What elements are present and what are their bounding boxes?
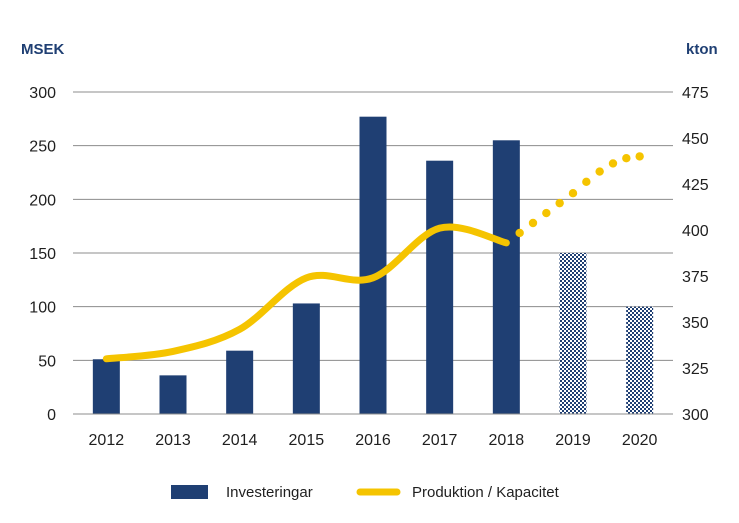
line-forecast-dot (595, 167, 604, 176)
line-forecast-dot (542, 208, 551, 218)
x-tick-label: 2015 (289, 432, 325, 449)
bar (359, 116, 387, 414)
bar-forecast (559, 253, 587, 414)
bar (492, 140, 520, 415)
x-tick-label: 2018 (489, 432, 525, 449)
left-axis-label: MSEK (21, 41, 65, 58)
right-tick-label: 450 (682, 131, 709, 148)
line-series (102, 152, 644, 363)
line-forecast-dot (622, 154, 631, 163)
legend-label-investeringar: Investeringar (226, 484, 313, 501)
bar-forecast (626, 306, 654, 414)
right-tick-label: 300 (682, 407, 709, 424)
left-tick-label: 0 (47, 407, 56, 424)
legend-swatch-investeringar (171, 485, 208, 499)
right-tick-label: 400 (682, 223, 709, 240)
bar (426, 160, 454, 414)
line-forecast-dot (635, 152, 644, 161)
x-tick-label: 2017 (422, 432, 458, 449)
bar-series (92, 116, 654, 415)
left-tick-label: 200 (29, 192, 56, 209)
legend-label-produktion: Produktion / Kapacitet (412, 484, 560, 501)
left-tick-label: 250 (29, 139, 56, 156)
x-axis-ticks: 2012 2013 2014 2015 2016 2017 2018 2019 2020 (89, 432, 658, 449)
right-tick-label: 350 (682, 315, 709, 332)
bar (92, 359, 120, 414)
x-tick-label: 2013 (155, 432, 191, 449)
left-tick-label: 50 (38, 353, 56, 370)
line-forecast-dot (582, 177, 591, 187)
line-forecast-dot (608, 159, 618, 168)
x-tick-label: 2016 (355, 432, 391, 449)
x-tick-label: 2012 (89, 432, 125, 449)
left-axis-ticks: 0 50 100 150 200 250 300 (29, 85, 56, 424)
right-axis-label: kton (686, 41, 718, 58)
right-tick-label: 425 (682, 177, 709, 194)
line-forecast-dot (555, 198, 564, 208)
bar (226, 350, 254, 414)
right-tick-label: 375 (682, 269, 709, 286)
left-tick-label: 100 (29, 300, 56, 317)
bar (292, 303, 320, 414)
right-tick-label: 475 (682, 85, 709, 102)
left-tick-label: 300 (29, 85, 56, 102)
x-tick-label: 2019 (555, 432, 591, 449)
x-tick-label: 2020 (622, 432, 658, 449)
right-tick-label: 325 (682, 361, 709, 378)
right-axis-ticks: 300 325 350 375 400 425 450 475 (682, 85, 709, 424)
left-tick-label: 150 (29, 246, 56, 263)
x-tick-label: 2014 (222, 432, 258, 449)
line-solid (102, 223, 510, 363)
line-forecast-dot (515, 228, 524, 238)
line-forecast-dot (528, 218, 538, 228)
line-forecast-dot (568, 189, 578, 198)
bar (159, 375, 187, 414)
legend: Investeringar Produktion / Kapacitet (171, 484, 560, 501)
